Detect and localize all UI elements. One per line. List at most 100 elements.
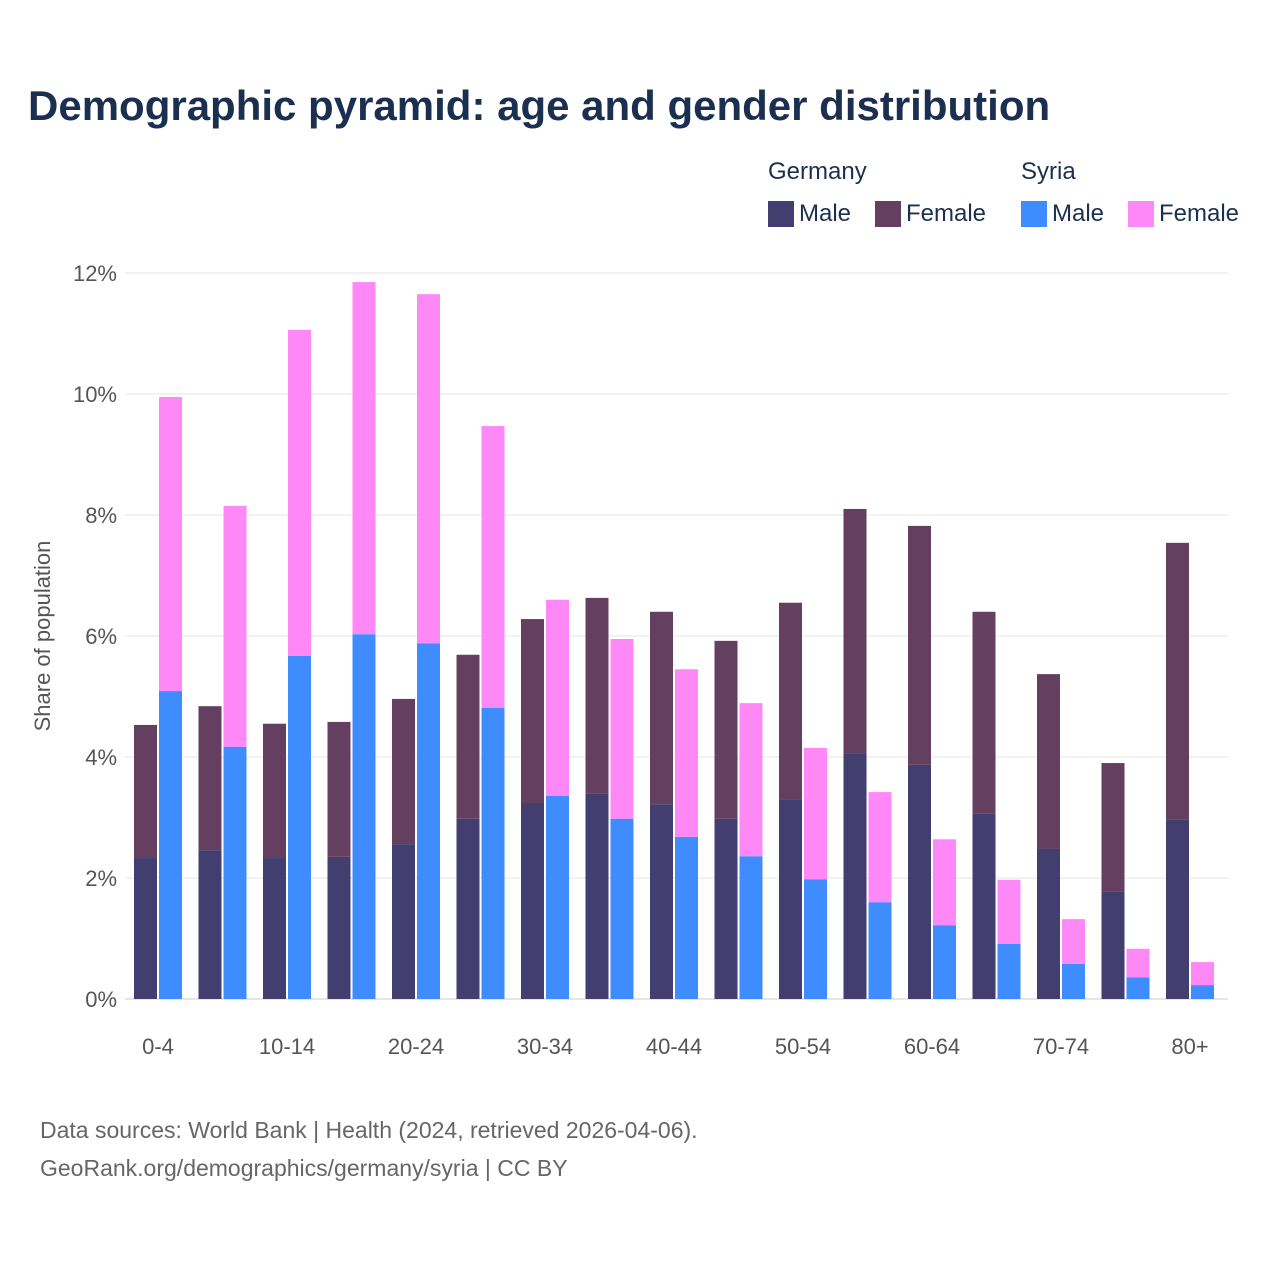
germany-male-bar-80+[interactable] [1166,819,1189,999]
germany-female-bar-25-29[interactable] [456,654,480,819]
y-tick-label: 8% [85,503,117,528]
syria-female-bar-20-24[interactable] [417,294,440,644]
syria-male-bar-60-64[interactable] [933,925,956,999]
germany-female-bar-80+[interactable] [1166,542,1189,820]
syria-male-bar-30-34[interactable] [546,795,569,999]
x-tick-label: 70-74 [1033,1034,1089,1059]
germany-female-bar-0-4[interactable] [134,724,157,859]
germany-male-bar-40-44[interactable] [650,804,673,999]
syria-female-bar-80+[interactable] [1191,962,1214,986]
germany-male-bar-0-4[interactable] [134,858,157,999]
syria-male-bar-45-49[interactable] [739,856,763,999]
syria-male-bar-15-19[interactable] [352,634,376,999]
x-tick-label: 60-64 [904,1034,960,1059]
y-axis-label: Share of population [30,541,55,732]
syria-male-bar-0-4[interactable] [159,691,182,999]
germany-female-bar-45-49[interactable] [714,640,738,819]
legend-label: Male [799,200,852,227]
germany-male-bar-5-9[interactable] [198,850,222,999]
syria-male-bar-70-74[interactable] [1062,963,1085,999]
germany-male-bar-20-24[interactable] [392,844,415,999]
germany-female-bar-65-69[interactable] [972,611,996,814]
legend-label: Female [906,200,987,227]
germany-male-bar-70-74[interactable] [1037,848,1060,999]
y-tick-label: 2% [85,866,117,891]
legend-swatch [875,201,901,227]
x-tick-label: 10-14 [259,1034,315,1059]
germany-female-bar-30-34[interactable] [521,619,544,803]
syria-female-bar-45-49[interactable] [739,703,763,857]
syria-male-bar-65-69[interactable] [997,943,1021,999]
germany-female-bar-40-44[interactable] [650,611,673,805]
footer-sources: Data sources: World Bank | Health (2024,… [40,1117,698,1143]
syria-female-bar-60-64[interactable] [933,839,956,926]
syria-male-bar-55-59[interactable] [868,902,892,999]
syria-female-bar-65-69[interactable] [997,879,1021,944]
legend-item-germany-female[interactable]: Female [875,200,986,228]
legend-item-germany-male[interactable]: Male [768,200,851,228]
syria-male-bar-10-14[interactable] [288,655,311,999]
germany-female-bar-20-24[interactable] [392,698,415,845]
germany-male-bar-10-14[interactable] [263,858,286,999]
syria-male-bar-40-44[interactable] [675,836,698,999]
germany-female-bar-35-39[interactable] [585,597,609,794]
germany-female-bar-10-14[interactable] [263,723,286,859]
syria-male-bar-5-9[interactable] [223,746,247,999]
germany-male-bar-75-79[interactable] [1101,891,1125,999]
x-tick-label: 0-4 [142,1034,174,1059]
syria-female-bar-75-79[interactable] [1126,948,1150,978]
germany-male-bar-55-59[interactable] [843,753,867,999]
syria-female-bar-30-34[interactable] [546,599,569,796]
legend-swatch [1021,201,1047,227]
syria-female-bar-50-54[interactable] [804,747,827,880]
germany-female-bar-75-79[interactable] [1101,763,1125,892]
syria-female-bar-10-14[interactable] [288,329,311,656]
legend-item-syria-female[interactable]: Female [1128,200,1239,228]
x-tick-label: 40-44 [646,1034,702,1059]
syria-female-bar-5-9[interactable] [223,505,247,747]
legend-label: Male [1052,200,1105,227]
legend-swatch [768,201,794,227]
legend-label: Female [1159,200,1240,227]
syria-male-bar-35-39[interactable] [610,818,634,999]
germany-male-bar-25-29[interactable] [456,818,480,999]
germany-male-bar-65-69[interactable] [972,813,996,999]
germany-female-bar-55-59[interactable] [843,508,867,754]
germany-female-bar-70-74[interactable] [1037,674,1060,849]
syria-male-bar-20-24[interactable] [417,643,440,999]
chart-title: Demographic pyramid: age and gender dist… [28,82,1051,129]
x-tick-label: 80+ [1171,1034,1208,1059]
footer-link[interactable]: GeoRank.org/demographics/germany/syria |… [40,1155,568,1181]
x-tick-label: 30-34 [517,1034,573,1059]
syria-female-bar-40-44[interactable] [675,669,698,837]
syria-female-bar-25-29[interactable] [481,426,505,708]
syria-female-bar-55-59[interactable] [868,792,892,903]
syria-male-bar-25-29[interactable] [481,707,505,999]
legend-group-syria: Syria [1021,158,1076,185]
germany-female-bar-5-9[interactable] [198,706,222,851]
y-tick-label: 10% [73,382,117,407]
y-tick-label: 0% [85,987,117,1012]
syria-male-bar-75-79[interactable] [1126,977,1150,999]
x-tick-label: 20-24 [388,1034,444,1059]
germany-male-bar-35-39[interactable] [585,793,609,999]
syria-female-bar-0-4[interactable] [159,397,182,692]
y-tick-label: 12% [73,261,117,286]
germany-male-bar-30-34[interactable] [521,802,544,999]
germany-male-bar-45-49[interactable] [714,818,738,999]
syria-female-bar-35-39[interactable] [610,639,634,819]
legend-swatch [1128,201,1154,227]
legend-item-syria-male[interactable]: Male [1021,200,1104,228]
syria-male-bar-50-54[interactable] [804,879,827,999]
germany-male-bar-15-19[interactable] [327,856,351,999]
germany-female-bar-60-64[interactable] [908,525,931,765]
germany-male-bar-50-54[interactable] [779,799,802,999]
syria-female-bar-15-19[interactable] [352,282,376,635]
syria-male-bar-80+[interactable] [1191,985,1214,999]
germany-female-bar-50-54[interactable] [779,602,802,800]
germany-male-bar-60-64[interactable] [908,764,931,999]
germany-female-bar-15-19[interactable] [327,721,351,857]
syria-female-bar-70-74[interactable] [1062,919,1085,964]
